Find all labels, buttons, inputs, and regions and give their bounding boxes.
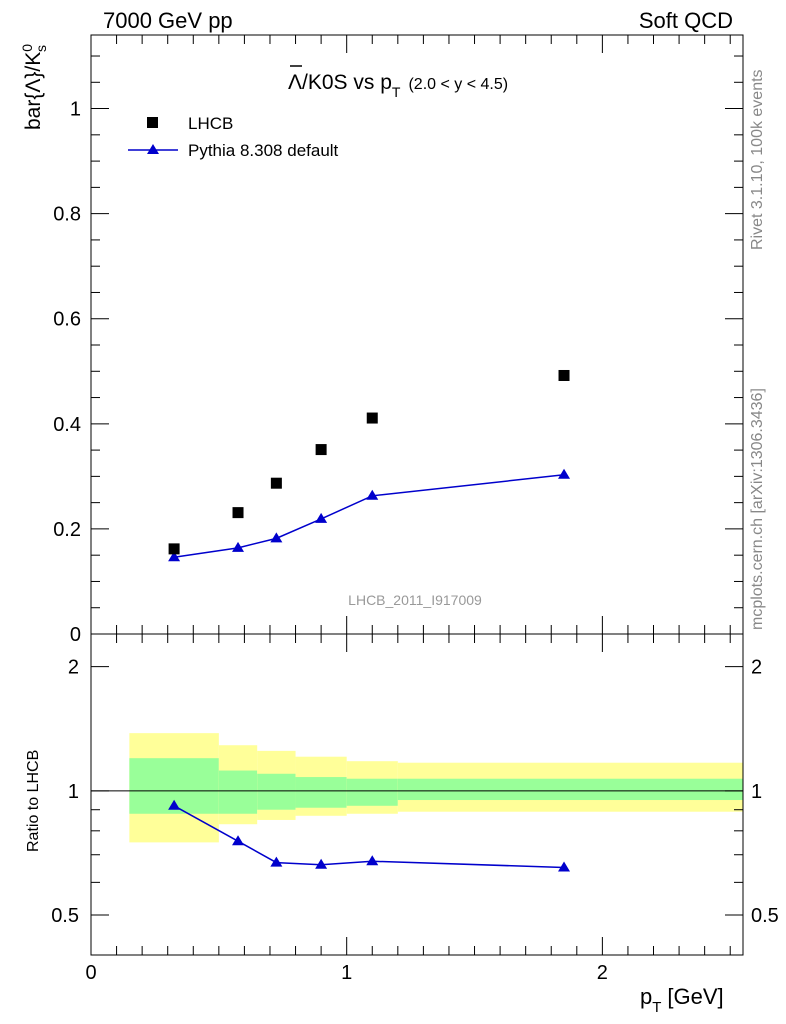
- x-tick-label: 1: [341, 962, 352, 984]
- lhcb-point: [315, 444, 327, 456]
- ratio-pythia-point: [168, 799, 181, 810]
- pythia-point: [366, 489, 379, 500]
- lhcb-point: [168, 543, 180, 555]
- ratio-y-tick-label-right: 2: [751, 657, 762, 679]
- y-tick-label: 0: [70, 624, 81, 646]
- pythia-point: [168, 551, 181, 562]
- main-panel-series: [168, 369, 571, 562]
- stat-uncertainty-band: [257, 773, 296, 810]
- y-tick-label: 0.2: [53, 519, 81, 541]
- rivet-label: Rivet 3.1.10, 100k events: [749, 69, 766, 250]
- xlabel-text: p: [640, 984, 652, 1009]
- title-main-sub: T: [392, 84, 401, 100]
- plot-title: Λ/K0S vs pT (2.0 < y < 4.5): [288, 65, 508, 100]
- pythia-point: [270, 532, 283, 543]
- ratio-uncertainty-bands: [129, 733, 743, 843]
- x-tick-label: 2: [597, 962, 608, 984]
- title-range: (2.0 < y < 4.5): [408, 76, 508, 93]
- y-tick-label: 1: [70, 99, 81, 121]
- y-tick-label: 0.6: [53, 309, 81, 331]
- xlabel-sub: T: [652, 999, 661, 1016]
- mcplots-label: mcplots.cern.ch [arXiv:1306.3436]: [749, 388, 766, 630]
- ylabel-main-sub: s: [33, 45, 49, 52]
- legend-pythia-label: Pythia 8.308 default: [188, 141, 339, 160]
- ratio-pythia-point: [558, 861, 571, 872]
- title-main-text: Λ/K0S vs p: [288, 71, 392, 94]
- legend-lhcb-marker: [147, 117, 158, 128]
- pythia-point: [232, 541, 245, 552]
- legend-pythia-marker: [147, 144, 159, 154]
- ylabel-ratio: Ratio to LHCB: [25, 750, 42, 852]
- ratio-y-tick-label: 0.5: [51, 905, 79, 927]
- y-tick-label: 0.4: [53, 414, 81, 436]
- title-main: Λ/K0S vs pT (2.0 < y < 4.5): [288, 71, 508, 100]
- stat-uncertainty-band: [295, 777, 347, 808]
- ratio-pythia-point: [270, 856, 283, 867]
- ratio-pythia-point: [232, 835, 245, 846]
- header-right: Soft QCD: [639, 8, 733, 33]
- ratio-y-tick-label: 2: [68, 657, 79, 679]
- pythia-line: [173, 474, 565, 559]
- ratio-pythia-point: [366, 855, 379, 866]
- ratio-y-tick-label-right: 1: [751, 781, 762, 803]
- ratio-panel-frame: [90, 633, 744, 956]
- legend-lhcb-label: LHCB: [188, 114, 233, 133]
- lhcb-point: [366, 412, 378, 424]
- analysis-watermark: LHCB_2011_I917009: [348, 592, 482, 608]
- stat-uncertainty-band: [397, 778, 743, 801]
- header-left: 7000 GeV pp: [103, 8, 233, 33]
- x-tick-label: 0: [85, 962, 96, 984]
- y-tick-label: 0.8: [53, 204, 81, 226]
- stat-uncertainty-band: [346, 778, 398, 806]
- ratio-y-tick-label-right: 0.5: [751, 905, 779, 927]
- stat-uncertainty-band: [218, 770, 258, 814]
- xlabel-unit: [GeV]: [667, 984, 723, 1009]
- lhcb-point: [270, 477, 282, 489]
- ylabel-main-sup: 0: [19, 44, 35, 52]
- ratio-pythia-line: [173, 805, 565, 869]
- lhcb-point: [558, 369, 570, 381]
- legend: LHCB Pythia 8.308 default: [128, 114, 339, 160]
- lhcb-point: [232, 507, 244, 519]
- xlabel: pT [GeV]: [640, 984, 724, 1016]
- ratio-y-tick-label: 1: [68, 781, 79, 803]
- ylabel-main: bar{Λ}/K0s: [19, 44, 49, 130]
- ratio-pythia-point: [315, 858, 328, 869]
- ratio-panel-axes: 0.5 0.5 1 1 2 2 0 1 2: [51, 633, 779, 984]
- pythia-point: [558, 468, 571, 479]
- pythia-point: [315, 512, 328, 523]
- ylabel-main-text: bar{Λ}/K: [22, 52, 45, 130]
- ratio-panel-series: [168, 799, 571, 872]
